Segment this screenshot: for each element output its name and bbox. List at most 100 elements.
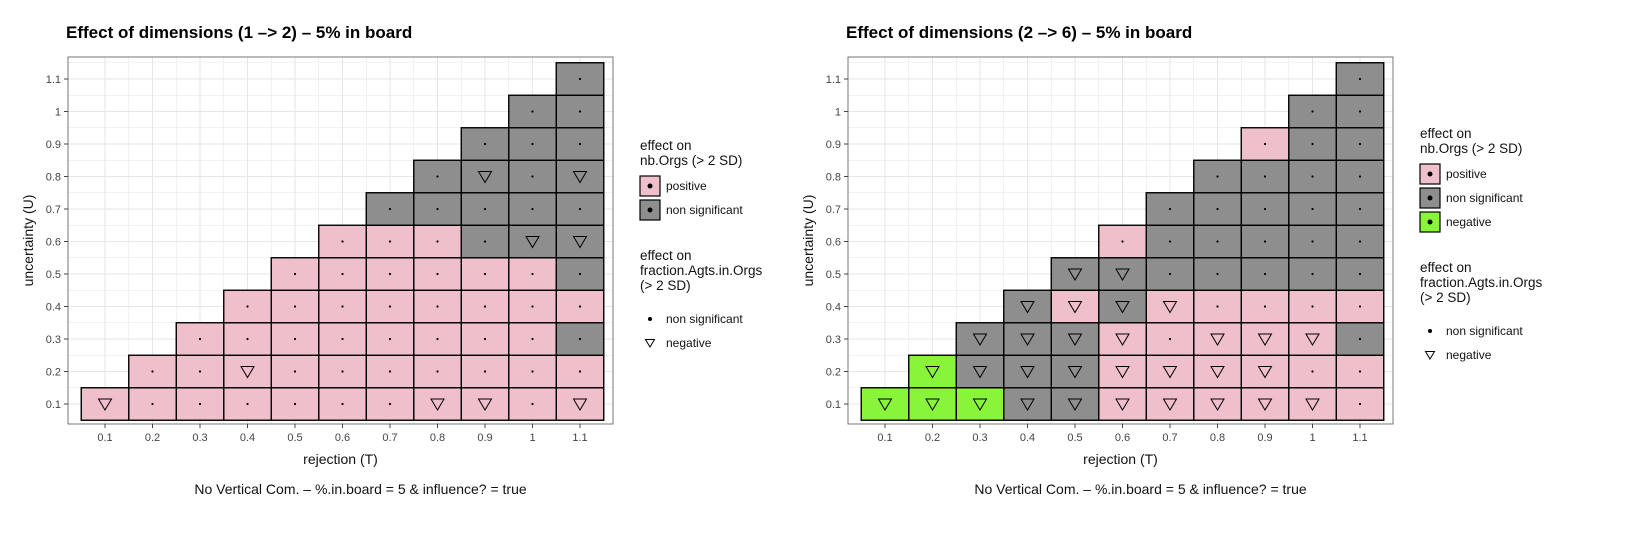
x-tick-label: 0.8 [1210,432,1225,444]
y-tick-label: 0.7 [46,204,61,216]
triangle-marker [430,398,445,411]
legend-triangle [644,339,656,348]
triangle-marker [1067,268,1083,281]
dot-marker [436,175,439,178]
dot-marker [1358,175,1362,178]
dot-marker [1216,175,1219,178]
heatmap-cell [508,224,557,259]
triangle-marker [925,398,940,411]
triangle-marker [877,398,893,411]
heatmap-cell [1050,289,1100,324]
dot-marker [198,402,202,406]
dot-marker [436,305,439,308]
dot-marker [1216,240,1219,243]
legend-label: positive [666,179,707,193]
dot-marker [531,337,534,341]
legend-title: nb.Orgs (> 2 SD) [640,153,742,168]
heatmap-cell [1050,354,1100,389]
heatmap-cell [1288,322,1337,356]
triangle-marker [1067,398,1083,411]
heatmap-cell [413,387,462,421]
dot-marker [483,305,487,308]
legend-label: non significant [666,203,743,217]
heatmap-cell [860,387,910,421]
x-tick-label: 0.9 [477,432,492,444]
triangle-marker [1210,398,1225,411]
legend-label: negative [1446,215,1492,229]
dot-marker [578,337,582,341]
x-tick-label: 1 [1309,432,1315,444]
dot-marker [1263,240,1267,243]
heatmap-cell [1193,387,1242,421]
heatmap-cell [555,224,605,259]
dot-marker [341,272,344,276]
dot-marker [341,305,344,308]
y-tick-label: 0.8 [46,172,61,184]
dot-marker [578,207,582,211]
triangle-marker [1162,366,1178,379]
y-tick-label: 0.9 [826,139,841,151]
y-tick-label: 0.4 [826,302,841,314]
dot-marker [198,337,202,341]
dot-marker [483,370,487,373]
dot-marker [293,402,297,406]
chart-right: Effect of dimensions (2 –> 6) – 5% in bo… [800,23,1543,497]
dot-marker [1216,272,1219,276]
dot-marker [1263,142,1267,146]
heatmap-cell [1050,387,1100,421]
triangle-marker [477,171,493,184]
dot-marker [1311,110,1314,113]
heatmap-cell [223,354,272,389]
dot-marker [1358,110,1362,113]
heatmap-cell [1098,257,1147,291]
dot-marker [578,142,582,146]
x-tick-label: 0.2 [145,432,160,444]
triangle-marker [1115,398,1130,411]
chart-title: Effect of dimensions (2 –> 6) – 5% in bo… [846,23,1192,42]
x-tick-label: 0.3 [972,432,987,444]
x-tick-label: 0.3 [192,432,207,444]
triangle-marker [1067,333,1083,346]
dot-marker [293,305,297,308]
heatmap-cell [955,354,1005,389]
triangle-marker [572,236,588,249]
dot-marker [1263,175,1267,178]
dot-marker [1358,142,1362,146]
heatmap-cell [1145,354,1195,389]
legend-label: non significant [1446,191,1523,205]
legend-title: fraction.Agts.in.Orgs [1420,275,1543,290]
dot-marker [198,370,202,373]
heatmap-cell [555,387,605,421]
dot-marker [388,402,392,406]
triangle-marker [1305,333,1320,346]
dot-marker [1358,305,1362,308]
heatmap-cell [1098,387,1147,421]
dot-marker [531,370,534,373]
triangle-marker [1115,333,1130,346]
triangle-marker [572,171,588,184]
legend-label: non significant [1446,324,1523,338]
heatmap-cell [1145,289,1195,324]
triangle-marker [1162,398,1178,411]
dot-marker [246,305,249,308]
legend-dot [647,183,653,189]
chart-title: Effect of dimensions (1 –> 2) – 5% in bo… [66,23,412,42]
dot-marker [1358,272,1362,276]
dot-marker [246,337,249,341]
legend-label: positive [1446,167,1487,181]
x-tick-label: 0.6 [1115,432,1130,444]
x-tick-label: 1.1 [572,432,587,444]
heatmap-cell [1003,322,1052,356]
heatmap-cell [1050,322,1100,356]
legend-title: (> 2 SD) [1420,290,1471,305]
legend-title: (> 2 SD) [640,278,691,293]
dot-marker [1311,175,1314,178]
triangle-marker [1115,268,1130,281]
dot-marker [1121,240,1124,243]
heatmap-cells [860,62,1385,421]
panel-border [847,56,1394,425]
heatmap-cell [1145,387,1195,421]
triangle-marker [1210,366,1225,379]
